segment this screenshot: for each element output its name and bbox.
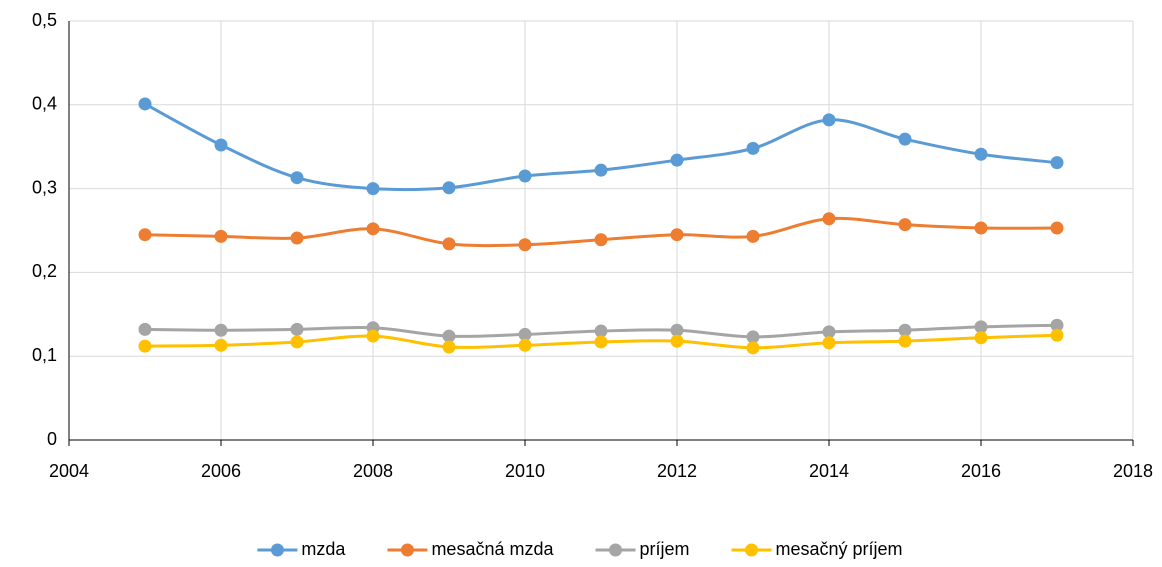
marker bbox=[1050, 221, 1064, 235]
y-tick-label: 0,1 bbox=[32, 345, 57, 365]
marker bbox=[974, 331, 988, 345]
marker bbox=[138, 228, 152, 242]
x-tick-label: 2014 bbox=[809, 461, 849, 481]
marker bbox=[214, 338, 228, 352]
marker bbox=[974, 320, 988, 334]
marker bbox=[138, 97, 152, 111]
y-tick-label: 0 bbox=[47, 429, 57, 449]
marker bbox=[594, 233, 608, 247]
marker bbox=[214, 323, 228, 337]
legend-swatch bbox=[609, 543, 623, 557]
marker bbox=[822, 113, 836, 127]
marker bbox=[822, 325, 836, 339]
legend-label: mesačná mzda bbox=[431, 539, 554, 559]
y-tick-label: 0,3 bbox=[32, 177, 57, 197]
marker bbox=[822, 336, 836, 350]
marker bbox=[746, 141, 760, 155]
line bbox=[144, 102, 1058, 192]
y-tick-label: 0,5 bbox=[32, 10, 57, 30]
marker bbox=[670, 153, 684, 167]
marker bbox=[898, 218, 912, 232]
marker bbox=[290, 231, 304, 245]
marker bbox=[1050, 156, 1064, 170]
marker bbox=[670, 323, 684, 337]
marker bbox=[594, 335, 608, 349]
marker bbox=[974, 221, 988, 235]
x-tick-label: 2016 bbox=[961, 461, 1001, 481]
legend-label: mzda bbox=[301, 539, 346, 559]
marker bbox=[898, 132, 912, 146]
x-tick-label: 2008 bbox=[353, 461, 393, 481]
marker bbox=[518, 169, 532, 183]
marker bbox=[442, 340, 456, 354]
marker bbox=[822, 212, 836, 226]
marker bbox=[442, 181, 456, 195]
marker bbox=[290, 322, 304, 336]
marker bbox=[442, 329, 456, 343]
marker bbox=[898, 323, 912, 337]
legend-label: mesačný príjem bbox=[776, 539, 903, 559]
marker bbox=[366, 222, 380, 236]
y-tick-label: 0,4 bbox=[32, 94, 57, 114]
legend-swatch bbox=[745, 543, 759, 557]
marker bbox=[1050, 318, 1064, 332]
marker bbox=[746, 229, 760, 243]
marker bbox=[214, 229, 228, 243]
x-tick-label: 2018 bbox=[1113, 461, 1153, 481]
marker bbox=[898, 334, 912, 348]
marker bbox=[1050, 328, 1064, 342]
marker bbox=[746, 330, 760, 344]
marker bbox=[290, 171, 304, 185]
marker bbox=[138, 339, 152, 353]
y-tick-label: 0,2 bbox=[32, 261, 57, 281]
x-tick-label: 2004 bbox=[49, 461, 89, 481]
marker bbox=[670, 334, 684, 348]
marker bbox=[518, 338, 532, 352]
marker bbox=[594, 324, 608, 338]
marker bbox=[518, 238, 532, 252]
x-tick-label: 2006 bbox=[201, 461, 241, 481]
legend-swatch bbox=[270, 543, 284, 557]
marker bbox=[670, 228, 684, 242]
x-tick-label: 2012 bbox=[657, 461, 697, 481]
marker bbox=[366, 182, 380, 196]
marker bbox=[518, 327, 532, 341]
marker bbox=[974, 147, 988, 161]
marker bbox=[594, 163, 608, 177]
legend-label: príjem bbox=[640, 539, 690, 559]
legend-swatch bbox=[400, 543, 414, 557]
marker bbox=[138, 322, 152, 336]
legend: mzda mesačná mzda príjem mesačný príjem bbox=[257, 539, 903, 559]
marker bbox=[290, 335, 304, 349]
x-tick-label: 2010 bbox=[505, 461, 545, 481]
marker bbox=[746, 341, 760, 355]
marker bbox=[442, 237, 456, 251]
marker bbox=[214, 138, 228, 152]
marker bbox=[366, 329, 380, 343]
